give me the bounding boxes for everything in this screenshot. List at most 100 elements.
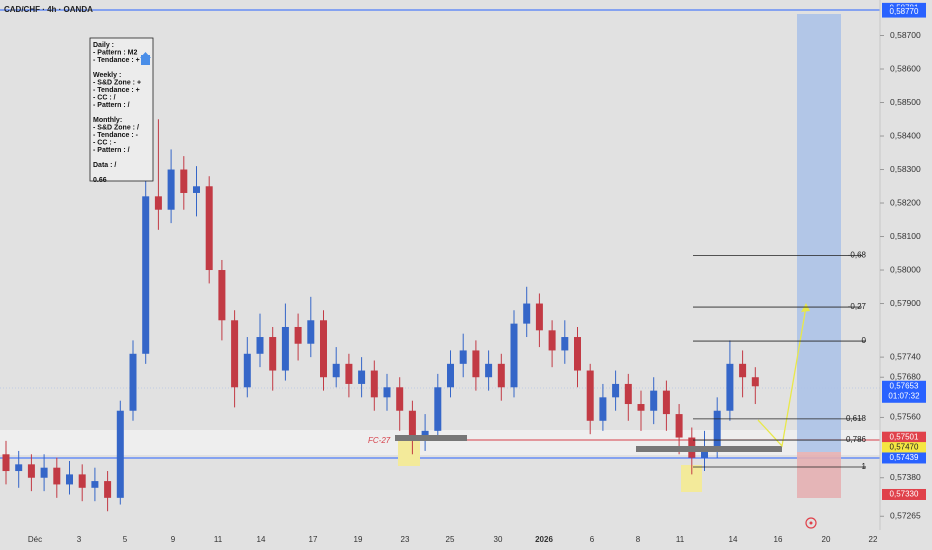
- price-tag-label: 0,58770: [890, 7, 919, 16]
- up-icon: [141, 55, 150, 65]
- candle-body: [91, 481, 99, 488]
- candle-body: [269, 337, 277, 371]
- x-tick-label: 14: [729, 535, 738, 544]
- candle-body: [637, 404, 645, 411]
- candle-body: [472, 350, 480, 378]
- highlight: [398, 440, 420, 466]
- highlight: [681, 465, 702, 492]
- info-line: - S&D Zone : +: [93, 79, 141, 86]
- x-tick-label: 2026: [535, 535, 553, 544]
- candle-body: [447, 363, 454, 388]
- info-line: - Tendance : +: [93, 87, 140, 94]
- y-tick-label: 0,58300: [890, 164, 921, 174]
- x-tick-label: 11: [214, 535, 223, 544]
- candle-body: [116, 410, 124, 498]
- zone-label: FC-27: [368, 436, 391, 445]
- info-line: Weekly :: [93, 72, 121, 79]
- y-tick-label: 0,57560: [890, 412, 921, 422]
- info-line: - S&D Zone : /: [93, 124, 139, 131]
- candle-body: [294, 326, 302, 344]
- y-tick-label: 0,57740: [890, 351, 921, 361]
- candle-body: [193, 186, 200, 193]
- x-tick-label: 17: [309, 535, 318, 544]
- candle-body: [459, 350, 467, 364]
- arrow-head: [801, 303, 810, 312]
- candle-body: [243, 353, 251, 388]
- candle-body: [231, 320, 239, 388]
- candle-body: [535, 303, 543, 331]
- fib-label: 0,786: [846, 435, 867, 444]
- candle-body: [104, 481, 112, 498]
- info-line: - CC : /: [93, 94, 116, 101]
- y-tick-label: 0,58600: [890, 63, 921, 73]
- candle-body: [383, 387, 391, 398]
- candle-body: [701, 447, 708, 458]
- x-tick-label: 14: [257, 535, 266, 544]
- candle-body: [2, 454, 10, 472]
- info-line: - CC : -: [93, 139, 117, 146]
- price-tag: [882, 442, 926, 454]
- candle-body: [180, 169, 188, 193]
- x-tick-label: 9: [171, 535, 176, 544]
- info-line: Daily :: [93, 42, 114, 49]
- fib-label: -0,27: [848, 302, 867, 311]
- candle-body: [561, 337, 569, 351]
- candle-body: [396, 387, 404, 411]
- event-icon: [809, 521, 813, 525]
- candle-body: [27, 464, 35, 478]
- candle-body: [612, 383, 620, 398]
- info-line: - Pattern : M2: [93, 49, 137, 56]
- candle-body: [599, 397, 607, 421]
- candle-body: [205, 186, 213, 271]
- x-tick-label: 20: [822, 535, 831, 544]
- candle-body: [332, 363, 340, 378]
- info-line: - Tendance : -: [93, 132, 139, 139]
- y-tick-label: 0,58500: [890, 97, 921, 107]
- price-tag-label: 0,57470: [890, 443, 919, 452]
- x-tick-label: 5: [123, 535, 128, 544]
- fib-label: 0,618: [846, 414, 867, 423]
- candle-body: [574, 337, 581, 371]
- candle-body: [408, 410, 416, 438]
- x-tick-label: 30: [494, 535, 503, 544]
- candle-body: [510, 323, 518, 388]
- candle-body: [434, 387, 442, 431]
- candle-body: [78, 474, 86, 488]
- candle-body: [15, 464, 23, 472]
- stop-box: [797, 452, 841, 498]
- x-tick-label: 19: [354, 535, 363, 544]
- candle-body: [739, 363, 747, 378]
- candle-body: [66, 474, 73, 485]
- info-line: - Pattern : /: [93, 147, 130, 154]
- candle-body: [751, 377, 759, 387]
- candle-body: [358, 370, 366, 384]
- candle-body: [154, 196, 162, 210]
- x-tick-label: 23: [401, 535, 410, 544]
- candle-body: [40, 467, 48, 478]
- y-tick-label: 0,58200: [890, 197, 921, 207]
- x-tick-label: 8: [636, 535, 641, 544]
- y-tick-label: 0,57265: [890, 511, 921, 521]
- x-tick-label: 6: [590, 535, 595, 544]
- candle-body: [167, 169, 175, 210]
- candle-body: [523, 303, 531, 324]
- x-tick-label: 22: [869, 535, 878, 544]
- price-tag-label: 0,57653: [890, 381, 919, 390]
- price-tag-label: 0,57501: [890, 432, 919, 441]
- info-line: - Pattern : /: [93, 102, 130, 109]
- candle-body: [53, 467, 61, 485]
- y-tick-label: 0,57900: [890, 298, 921, 308]
- price-tag-label: 0,57439: [890, 453, 919, 462]
- info-line: - Tendance : +: [93, 57, 140, 64]
- info-line: Data : /: [93, 162, 116, 169]
- y-tick-label: 0,58700: [890, 30, 921, 40]
- axis: 0,58700 0,58600 0,58500 0,58400 0,58300 0,582…: [28, 2, 926, 544]
- info-line: Monthly:: [93, 117, 122, 124]
- x-tick-label: Déc: [28, 535, 42, 544]
- candle-body: [320, 320, 327, 378]
- gray-zone: [636, 446, 782, 452]
- candle-body: [675, 414, 683, 438]
- candle-body: [142, 196, 150, 354]
